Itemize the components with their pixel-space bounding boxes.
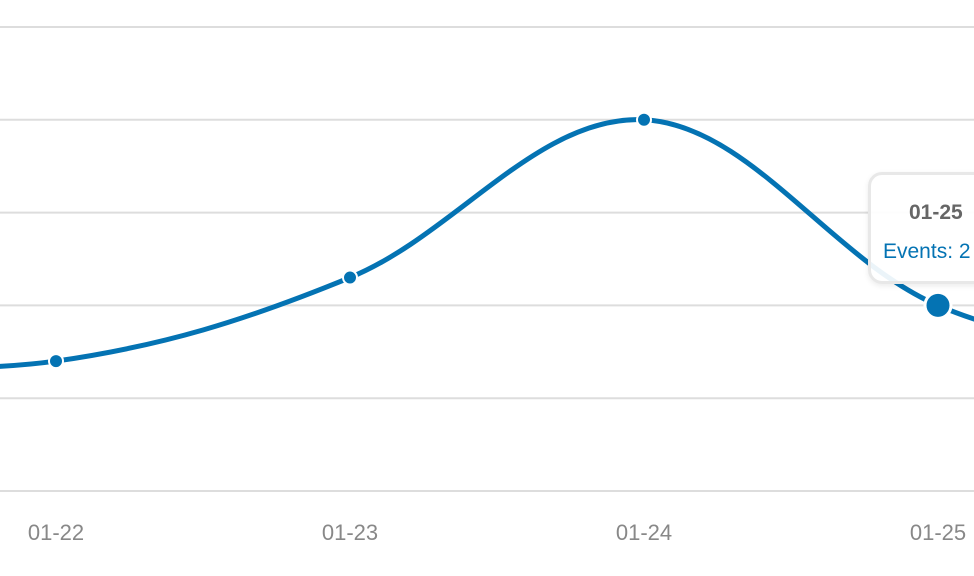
gridlines <box>0 26 974 492</box>
data-point-01-25-hovered[interactable] <box>923 290 953 320</box>
x-tick-label-01-22: 01-22 <box>28 520 84 545</box>
chart-tooltip: 01-25 Events: 2 <box>868 172 974 284</box>
data-point-01-24[interactable] <box>636 111 652 128</box>
x-tick-label-01-23: 01-23 <box>322 520 378 545</box>
x-axis-tick-labels: 01-22 01-23 01-24 01-25 <box>28 520 966 545</box>
data-point-01-22[interactable] <box>48 353 64 370</box>
x-tick-label-01-24: 01-24 <box>616 520 672 545</box>
data-points <box>48 111 953 370</box>
series-line-events <box>0 117 974 369</box>
series-line-layer <box>0 117 974 369</box>
data-point-01-23[interactable] <box>342 269 358 286</box>
x-tick-label-01-25: 01-25 <box>910 520 966 545</box>
tooltip-value-row: Events: 2 <box>883 240 971 263</box>
tooltip-title: 01-25 <box>909 201 963 224</box>
